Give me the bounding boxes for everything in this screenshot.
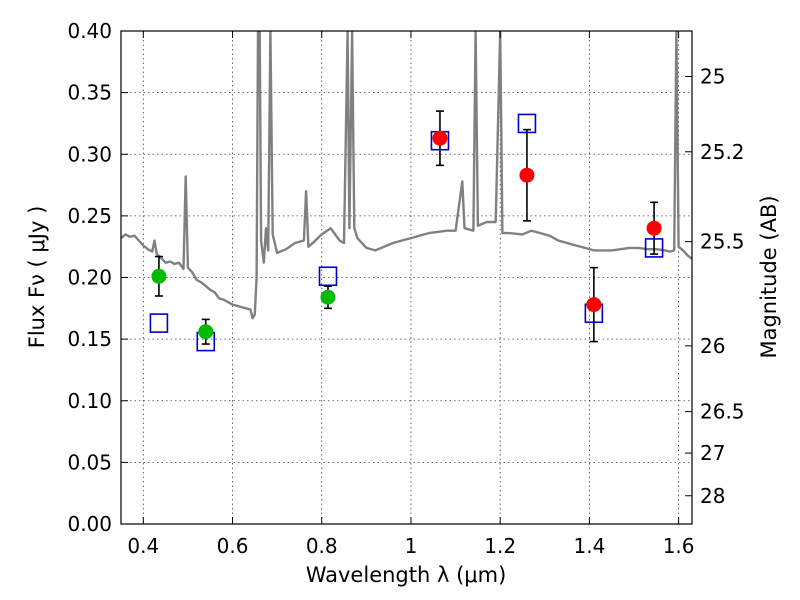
y-tick-label: 0.25 — [67, 204, 112, 228]
x-tick-label: 1.2 — [484, 534, 516, 558]
y-tick-label: 0.20 — [67, 266, 112, 290]
red-data-point — [432, 130, 448, 146]
y-tick-label: 0.30 — [67, 142, 112, 166]
y2-tick-label: 28 — [700, 484, 725, 508]
green-data-point — [151, 268, 167, 284]
y-tick-label: 0.00 — [67, 512, 112, 536]
y-ticks: 0.00 0.05 0.10 0.15 0.20 0.25 0.30 0.35 0.40 — [67, 19, 128, 536]
data-points — [151, 130, 662, 340]
green-data-point — [198, 324, 214, 340]
y-tick-label: 0.15 — [67, 327, 112, 351]
y2-tick-label: 26 — [700, 334, 725, 358]
red-data-point — [519, 167, 535, 183]
y2-tick-label: 25.5 — [700, 230, 745, 254]
model-square-marker — [517, 113, 537, 134]
x-tick-label: 0.8 — [306, 534, 338, 558]
y-tick-label: 0.05 — [67, 450, 112, 474]
x-axis-label: Wavelength λ (μm) — [306, 563, 507, 587]
y2-ticks: 25 25.2 25.5 26 26.5 27 28 — [685, 65, 745, 508]
red-data-point — [586, 297, 602, 313]
x-tick-label: 1 — [405, 534, 418, 558]
model-square-marker — [149, 313, 169, 333]
x-tick-label: 0.6 — [217, 534, 249, 558]
x-ticks: 0.4 0.6 0.8 1 1.2 1.4 1.6 — [127, 31, 695, 558]
x-tick-label: 1.6 — [663, 534, 695, 558]
y-tick-label: 0.10 — [67, 389, 112, 413]
red-data-point — [646, 220, 662, 236]
y2-tick-label: 27 — [700, 441, 725, 465]
y2-tick-label: 26.5 — [700, 400, 745, 424]
x-tick-label: 1.4 — [573, 534, 605, 558]
y-tick-label: 0.35 — [67, 81, 112, 105]
spectrum-series — [121, 31, 692, 320]
x-tick-label: 0.4 — [127, 534, 159, 558]
green-data-point — [320, 289, 336, 305]
y2-tick-label: 25.2 — [700, 140, 745, 164]
y-axis-label: Flux Fν ( μJy ) — [25, 206, 49, 349]
y2-tick-label: 25 — [700, 65, 725, 89]
model-square-marker — [644, 238, 664, 258]
y-tick-label: 0.40 — [67, 19, 112, 43]
spectrum-line — [121, 31, 692, 320]
grid-lines — [121, 30, 692, 525]
model-square-marker — [318, 266, 338, 287]
model-squares — [149, 113, 664, 352]
y2-axis-label: Magnitude (AB) — [757, 195, 781, 358]
